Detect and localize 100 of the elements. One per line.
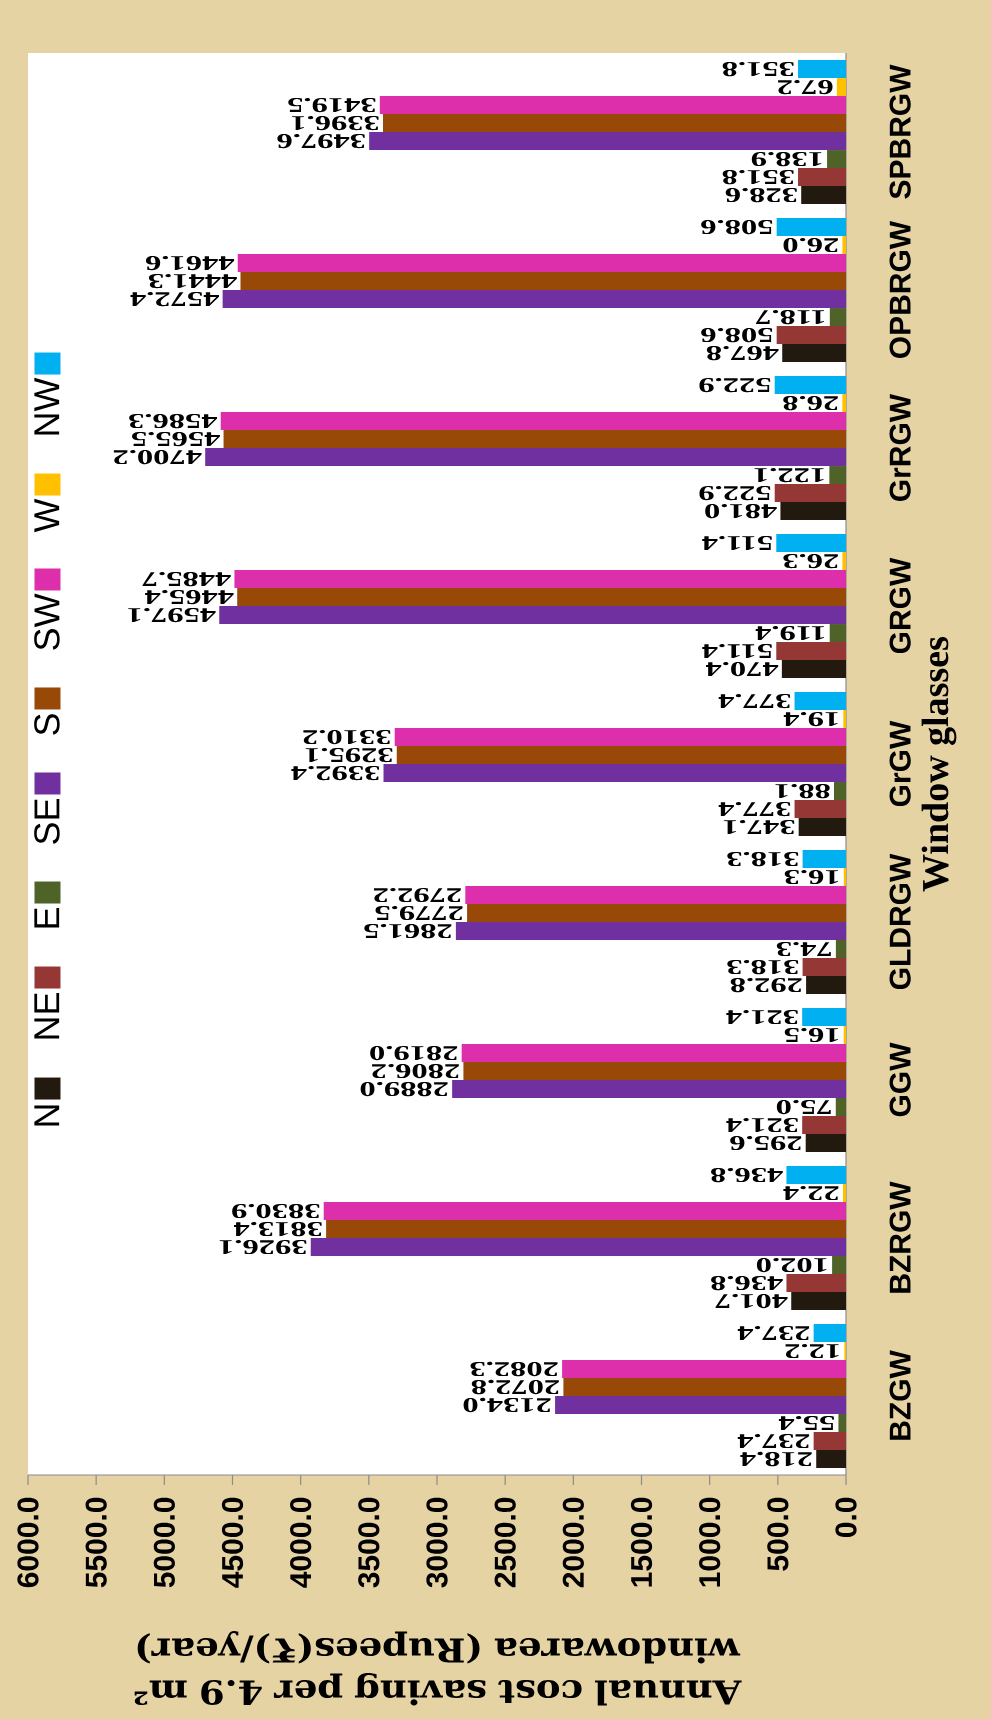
bar (383, 764, 846, 783)
data-label: 3419.5 (288, 97, 376, 113)
data-label: 351.8 (722, 61, 794, 77)
bar (781, 660, 846, 679)
y-tick-label: GRGW (889, 557, 911, 654)
y-axis-title: Window glasses (921, 637, 957, 892)
data-label: 75.0 (776, 1099, 831, 1115)
x-tick-label: 2500.0 (494, 1497, 516, 1588)
data-label: 467.8 (706, 345, 779, 361)
y-tick-label: GLDRGW (889, 853, 911, 990)
data-label: 321.4 (726, 1009, 798, 1025)
data-label: 2792.2 (374, 887, 461, 903)
bar (798, 168, 846, 187)
data-label: 436.8 (711, 1167, 783, 1183)
bar (396, 746, 846, 765)
bar (240, 272, 846, 291)
data-label: 237.4 (737, 1325, 810, 1341)
data-label: 122.1 (754, 467, 824, 483)
bar (786, 1166, 846, 1185)
bar (802, 958, 846, 977)
data-label: 118.7 (755, 309, 825, 325)
data-label: 4441.3 (148, 273, 237, 289)
x-tick-label: 1500.0 (630, 1497, 653, 1587)
bar (829, 466, 846, 485)
x-tick-label: 5000.0 (153, 1497, 175, 1588)
bar (776, 642, 846, 661)
bar (798, 818, 846, 837)
bar (835, 1098, 846, 1117)
data-label: 347.1 (723, 819, 795, 835)
bar (776, 218, 846, 237)
bar (802, 1116, 846, 1135)
bar (774, 376, 846, 395)
data-label: 295.6 (730, 1135, 802, 1151)
x-tick-label: 2000.0 (562, 1497, 584, 1588)
data-label: 74.3 (776, 941, 831, 957)
data-label: 218.4 (740, 1451, 812, 1467)
legend-label: NE (34, 993, 60, 1039)
bar (369, 132, 846, 151)
bar (805, 1134, 846, 1153)
data-label: 4597.1 (128, 607, 216, 623)
data-label: 26.0 (783, 237, 838, 253)
data-label: 4465.4 (145, 589, 234, 605)
data-label: 16.5 (784, 1027, 838, 1043)
data-label: 16.3 (784, 869, 838, 885)
bar (842, 1184, 846, 1203)
data-label: 318.3 (727, 959, 799, 975)
data-label: 318.3 (727, 851, 799, 867)
x-tick-label: 4000.0 (290, 1497, 312, 1588)
x-tick-label: 6000.0 (17, 1497, 39, 1588)
data-label: 292.8 (730, 977, 802, 993)
data-label: 26.8 (783, 395, 838, 411)
data-label: 3392.4 (291, 765, 380, 781)
data-label: 508.6 (701, 327, 773, 343)
legend-label: S (34, 714, 60, 735)
bar (382, 114, 846, 133)
bar (842, 394, 846, 413)
bar (843, 710, 846, 729)
legend-label: SE (34, 799, 60, 844)
data-label: 12.2 (785, 1343, 839, 1359)
data-label: 55.4 (778, 1415, 834, 1431)
y-tick-label: BZRGW (889, 1181, 911, 1293)
bar (838, 1414, 846, 1432)
data-label: 522.9 (699, 377, 771, 393)
data-label: 3396.1 (291, 115, 379, 131)
x-tick-label: 1000.0 (699, 1497, 721, 1587)
data-label: 321.4 (726, 1117, 798, 1133)
bar (379, 96, 846, 115)
x-tick-label: 0.0 (835, 1497, 857, 1538)
bar (555, 1396, 846, 1414)
data-label: 26.3 (783, 553, 838, 569)
bar (829, 308, 846, 327)
bar (827, 150, 846, 169)
data-label: 4572.4 (130, 291, 219, 307)
bar (562, 1360, 846, 1378)
bar (455, 922, 846, 941)
x-tick-label: 500.0 (767, 1497, 789, 1571)
bar (832, 1256, 846, 1275)
data-label: 436.8 (711, 1275, 783, 1291)
bar (782, 344, 846, 363)
data-label: 102.0 (756, 1257, 827, 1273)
data-label: 3497.6 (277, 133, 365, 149)
bar (452, 1080, 846, 1099)
data-label: 3295.1 (305, 747, 393, 763)
data-label: 237.4 (737, 1433, 810, 1449)
legend-label: N (34, 1105, 60, 1126)
legend-label: E (34, 908, 60, 928)
data-label: 88.1 (775, 783, 830, 799)
data-label: 3310.2 (303, 729, 391, 745)
x-axis-title: Annual cost saving per 4.9 m² windowarea (Rupees(₹)/year) (134, 1631, 742, 1706)
data-label: 3813.4 (233, 1221, 322, 1237)
bar (842, 552, 846, 571)
data-label: 3830.9 (232, 1203, 320, 1219)
x-tick-label: 4500.0 (221, 1497, 244, 1588)
data-label: 328.6 (725, 187, 797, 203)
bar (463, 1062, 846, 1081)
bar (836, 78, 846, 97)
bar (813, 1324, 846, 1342)
y-tick-label: GrGW (889, 720, 911, 807)
data-label: 351.8 (722, 169, 794, 185)
data-label: 4565.5 (132, 431, 220, 447)
